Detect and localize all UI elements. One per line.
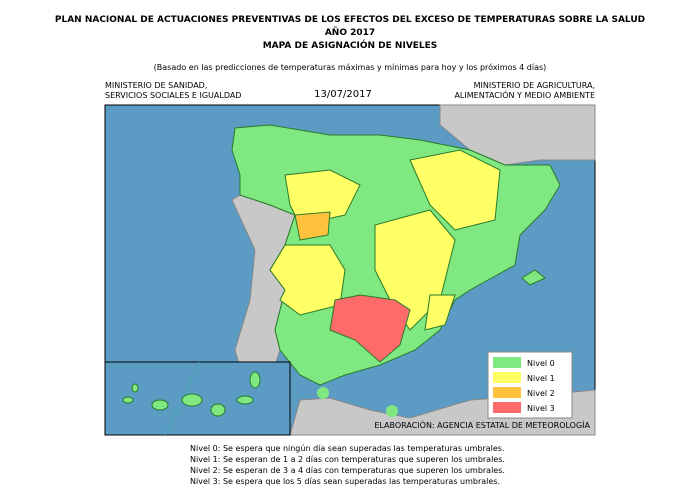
region [329,294,411,363]
note: (Basado en las predicciones de temperatu… [154,62,547,72]
region [409,149,501,231]
map: Nivel 0 Nivel 1 Nivel 2 Nivel 3 ELABORACIÓN… [104,104,596,436]
legend-label: Nivel 0 [527,359,555,368]
title: PLAN NACIONAL DE ACTUACIONES PREVENTIVAS… [55,15,645,25]
melilla [386,405,398,417]
footnote: Nivel 3: Se espera que los 5 días sean s… [190,477,500,486]
year: AÑO 2017 [325,27,375,38]
date: 13/07/2017 [314,89,372,100]
ministry-right: MINISTERIO DE AGRICULTURA, [474,81,595,90]
legend-swatch [493,357,521,368]
region [284,169,361,226]
footnote: Nivel 0: Se espera que ningún día sean s… [190,444,505,453]
region [294,211,331,241]
ministry-left: SERVICIOS SOCIALES E IGUALDAD [105,91,241,100]
footnote: Nivel 1: Se esperan de 1 a 2 días con te… [190,455,505,464]
subtitle: MAPA DE ASIGNACIÓN DE NIVELES [263,39,438,51]
legend-swatch [493,402,521,413]
ceuta [317,387,329,399]
credit: ELABORACIÓN: AGENCIA ESTATAL DE METEOROL… [374,419,590,430]
island [521,269,546,286]
canary-islands [122,371,261,417]
legend-label: Nivel 3 [527,404,555,413]
ministry-left: MINISTERIO DE SANIDAD, [105,81,207,90]
region [269,244,346,316]
footnote: Nivel 2: Se esperan de 3 a 4 días con te… [190,466,505,475]
france [439,104,596,166]
legend-swatch [493,372,521,383]
legend-label: Nivel 2 [527,389,555,398]
legend-label: Nivel 1 [527,374,555,383]
legend-swatch [493,387,521,398]
footnotes: Nivel 0: Se espera que ningún día sean s… [190,444,505,486]
legend-items: Nivel 0 Nivel 1 Nivel 2 Nivel 3 [493,357,555,413]
region [424,294,456,331]
ministry-right: ALIMENTACIÓN Y MEDIO AMBIENTE [454,89,595,100]
